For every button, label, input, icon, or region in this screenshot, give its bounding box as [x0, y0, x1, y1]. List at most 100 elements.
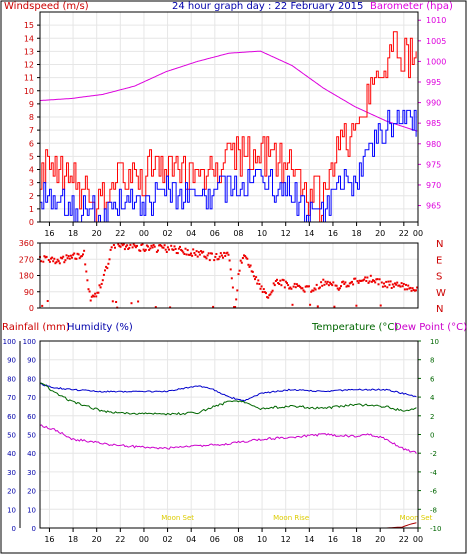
wind-direction-point — [412, 289, 415, 291]
wind-direction-point — [176, 252, 179, 255]
wind-direction-point — [131, 246, 134, 249]
wind-direction-point — [337, 288, 340, 291]
wind-direction-point — [74, 257, 77, 260]
wind-direction-point — [225, 252, 228, 255]
wind-direction-point — [312, 289, 315, 292]
wind-direction-point — [251, 270, 254, 273]
moon-set-label-1: Moon Set — [161, 514, 194, 522]
wind-x-tick-label: 18 — [68, 229, 78, 238]
wind-direction-point — [271, 289, 274, 292]
wind-direction-point — [175, 252, 178, 254]
wind-direction-point — [332, 281, 335, 284]
wind-direction-point — [94, 292, 97, 295]
wind-direction-point — [241, 257, 244, 259]
wind-direction-point — [211, 252, 213, 255]
dewpoint-axis-label: Dew Point (°C) — [394, 322, 467, 333]
wind-direction-point — [366, 276, 369, 279]
climate-plot-border — [39, 340, 419, 529]
wind-direction-point — [209, 252, 212, 255]
wind-direction-point — [369, 274, 372, 277]
wind-x-tick-label: 10 — [257, 229, 267, 238]
climate-x-tick-label: 22 — [115, 535, 125, 544]
wind-direction-point — [45, 255, 48, 258]
wind-direction-point — [353, 277, 356, 280]
wind-direction-point — [43, 255, 46, 258]
wind-direction-point — [324, 280, 327, 283]
climate-x-tick-label: 18 — [68, 535, 78, 544]
barometer-axis-tick-label: 985 — [426, 119, 441, 128]
wind-direction-point — [349, 281, 352, 284]
temperature-axis-tick-label: 8 — [430, 357, 434, 365]
wind-direction-point — [299, 285, 302, 288]
wind-direction-point — [58, 262, 61, 265]
wind-direction-point — [273, 284, 276, 287]
wind-direction-point — [352, 283, 355, 286]
wind-direction-point — [128, 246, 131, 249]
wind-x-tick-label: 22 — [115, 229, 125, 238]
wind-direction-point — [111, 300, 114, 303]
wind-direction-point — [108, 258, 111, 261]
wind-direction-point — [261, 291, 264, 293]
wind-direction-point — [168, 248, 170, 251]
wind-direction-point — [289, 286, 292, 289]
wind-axis-tick-label: 11 — [24, 74, 34, 83]
wind-direction-point — [260, 285, 263, 288]
wind-direction-point — [240, 261, 243, 264]
wind-direction-point — [351, 280, 353, 283]
direction-axis-tick-label: 180 — [19, 272, 34, 281]
wind-direction-point — [183, 253, 186, 255]
wind-direction-point — [147, 245, 149, 248]
wind-direction-point — [52, 260, 55, 263]
wind-direction-point — [410, 289, 413, 292]
barometer-axis-tick-label: 965 — [426, 202, 441, 211]
wind-direction-point — [59, 256, 62, 259]
wind-direction-point — [133, 244, 136, 247]
wind-direction-point — [107, 262, 110, 265]
climate-x-tick-label: 08 — [233, 535, 243, 544]
wind-direction-point — [306, 285, 309, 288]
wind-direction-point — [295, 283, 298, 286]
wind-direction-point — [220, 254, 223, 257]
climate-x-tick-label: 20 — [375, 535, 385, 544]
wind-direction-point — [200, 250, 202, 253]
wind-axis-tick-label: 6 — [29, 139, 34, 148]
wind-direction-point — [416, 286, 419, 289]
wind-direction-point — [316, 305, 319, 308]
humidity-axis-tick-label: 100 — [23, 338, 36, 346]
temperature-axis-tick-label: 0 — [430, 432, 434, 440]
rainfall-axis-tick-label: 90 — [7, 357, 16, 365]
wind-direction-point — [344, 281, 347, 284]
wind-direction-point — [282, 279, 285, 282]
wind-direction-point — [298, 284, 301, 287]
wind-direction-point — [127, 248, 130, 250]
wind-direction-point — [170, 244, 173, 247]
wind-direction-point — [281, 278, 284, 281]
wind-direction-point — [348, 282, 351, 285]
temperature-axis-tick-label: 2 — [430, 413, 434, 421]
climate-x-tick-label: 16 — [328, 535, 338, 544]
wind-gust-series-line — [40, 31, 417, 223]
wind-direction-point — [235, 298, 238, 301]
wind-direction-point — [68, 257, 71, 260]
humidity-axis-tick-label: 30 — [27, 469, 36, 477]
wind-direction-point — [252, 275, 255, 278]
wind-direction-point — [40, 260, 43, 263]
wind-direction-point — [268, 294, 271, 297]
wind-direction-point — [367, 281, 370, 284]
wind-direction-point — [258, 283, 261, 285]
wind-direction-point — [149, 247, 152, 250]
temperature-axis-tick-label: -6 — [430, 488, 438, 496]
wind-direction-point — [130, 302, 133, 305]
wind-direction-point — [265, 292, 267, 295]
compass-label: S — [436, 272, 442, 283]
wind-direction-point — [246, 257, 249, 260]
wind-direction-point — [291, 303, 294, 306]
compass-label: W — [436, 288, 446, 299]
wind-x-tick-label: 16 — [44, 229, 54, 238]
wind-direction-point — [304, 285, 307, 288]
rainfall-axis-tick-label: 0 — [12, 525, 16, 533]
wind-direction-point — [395, 283, 398, 286]
wind-direction-point — [381, 285, 384, 288]
wind-direction-point — [71, 256, 73, 259]
